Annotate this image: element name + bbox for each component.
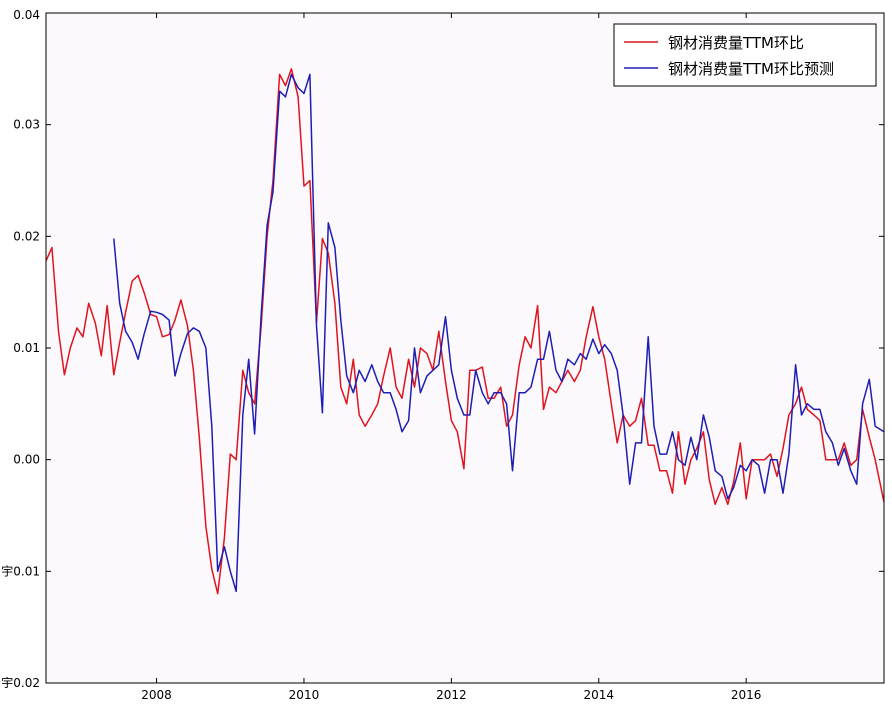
plot-frame [45,12,885,684]
x-tick-label: 2012 [436,688,467,702]
x-tick-label: 2014 [583,688,614,702]
x-tick-label: 2008 [141,688,172,702]
y-tick-label: 宇0.02 [1,676,40,690]
plot-background [46,13,884,683]
series-line-predicted [113,73,885,593]
y-tick-label: 0.02 [13,229,40,243]
axis-layer: 0.04 0.03 0.02 0.01 0.00 宇0.01 宇0.02 2008 2010 20… [1,8,884,702]
y-tick-label: 0.01 [13,341,40,355]
legend: 钢材消费量TTM环比 钢材消费量TTM环比预测 [613,23,877,87]
legend-label-actual: 钢材消费量TTM环比 [668,34,804,52]
series-line-actual [45,68,885,595]
x-tick-label: 2010 [289,688,320,702]
y-tick-label: 0.00 [13,453,40,467]
series-layer [45,68,885,595]
legend-box [613,23,877,87]
y-tick-label: 0.04 [13,8,40,22]
y-tick-label: 0.03 [13,118,40,132]
y-tick-label: 宇0.01 [1,564,40,578]
legend-label-predicted: 钢材消费量TTM环比预测 [668,60,834,78]
x-tick-label: 2016 [731,688,762,702]
